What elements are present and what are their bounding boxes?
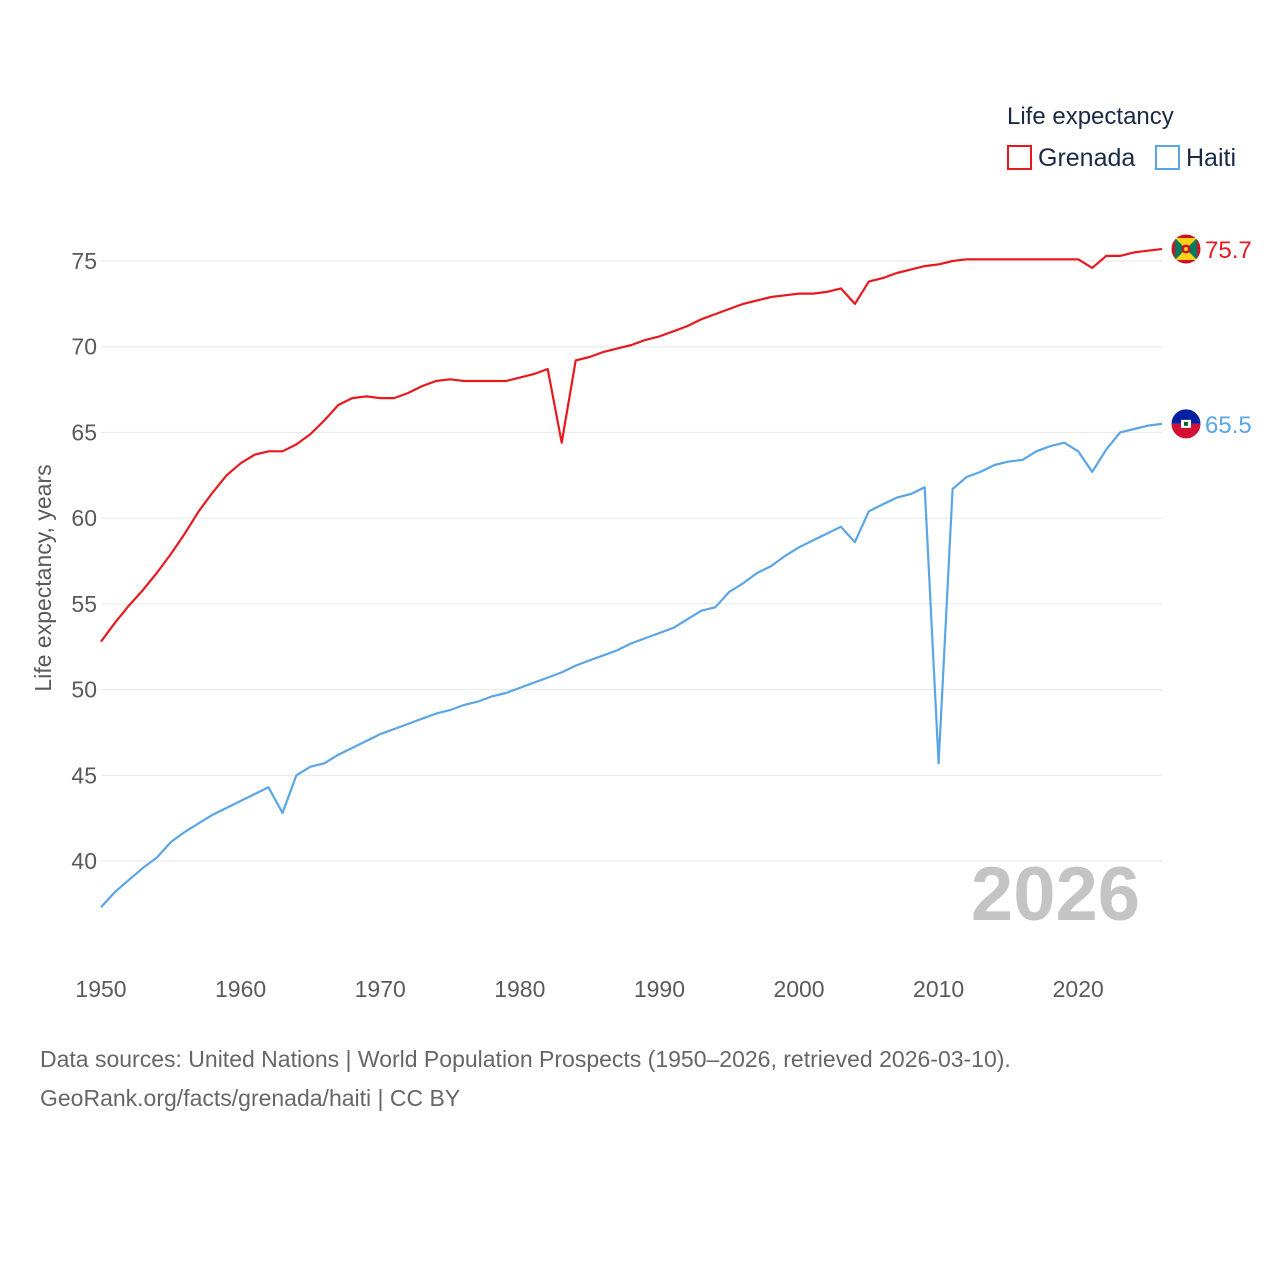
legend-label-grenada[interactable]: Grenada xyxy=(1038,144,1135,172)
x-tick-label: 1990 xyxy=(634,976,685,1002)
x-tick-label: 2010 xyxy=(913,976,964,1002)
end-label-haiti: 65.5 xyxy=(1205,412,1252,439)
year-watermark: 2026 xyxy=(971,852,1140,937)
legend-swatch-grenada[interactable] xyxy=(1007,145,1032,170)
x-tick-label: 2020 xyxy=(1053,976,1104,1002)
y-tick-label: 40 xyxy=(71,848,97,874)
legend-label-haiti[interactable]: Haiti xyxy=(1186,144,1236,172)
gridlines xyxy=(101,260,1162,862)
x-tick-label: 1960 xyxy=(215,976,266,1002)
series-lines xyxy=(100,247,1163,909)
series-line-grenada[interactable] xyxy=(100,247,1163,643)
y-tick-label: 70 xyxy=(71,334,97,360)
x-tick-label: 1950 xyxy=(75,976,126,1002)
grenada-flag-icon xyxy=(1170,233,1202,265)
x-tick-label: 2000 xyxy=(773,976,824,1002)
end-labels: 75.7 65.5 xyxy=(1170,233,1252,440)
legend-title: Life expectancy xyxy=(1007,103,1174,130)
legend-swatch-haiti[interactable] xyxy=(1155,145,1180,170)
y-tick-label: 75 xyxy=(71,248,97,274)
y-tick-label: 65 xyxy=(71,419,97,445)
y-axis-title: Life expectancy, years xyxy=(30,464,56,691)
y-tick-label: 45 xyxy=(71,762,97,788)
series-line-haiti[interactable] xyxy=(100,422,1163,909)
y-tick-label: 50 xyxy=(71,677,97,703)
y-tick-label: 60 xyxy=(71,505,97,531)
footer-attribution[interactable]: GeoRank.org/facts/grenada/haiti | CC BY xyxy=(40,1085,461,1111)
haiti-flag-icon xyxy=(1170,408,1202,440)
end-label-grenada: 75.7 xyxy=(1205,237,1252,264)
x-tick-label: 1980 xyxy=(494,976,545,1002)
y-tick-label: 55 xyxy=(71,591,97,617)
y-axis-ticks: 40 45 50 55 60 65 70 75 xyxy=(71,248,97,874)
footer-sources: Data sources: United Nations | World Pop… xyxy=(40,1046,1011,1072)
legend: Life expectancy Grenada Haiti xyxy=(1007,103,1236,172)
x-axis-ticks: 1950 1960 1970 1980 1990 2000 2010 2020 xyxy=(75,976,1103,1002)
x-tick-label: 1970 xyxy=(355,976,406,1002)
